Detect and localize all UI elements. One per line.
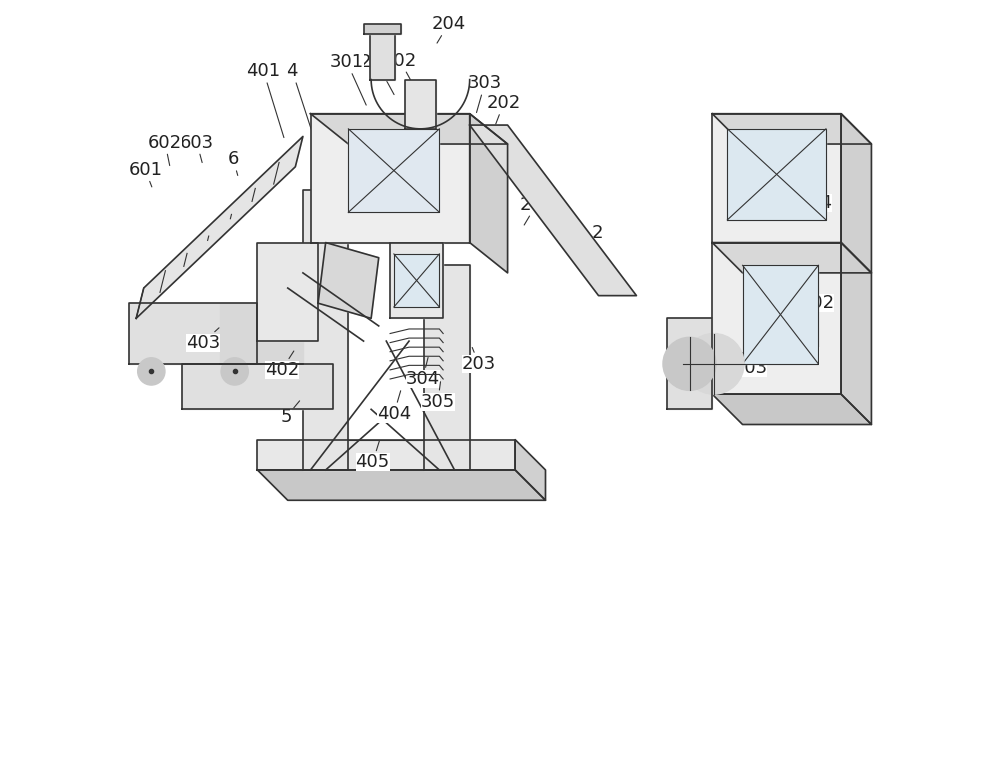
Text: 105: 105 [701,347,735,371]
Text: 602: 602 [148,133,182,165]
Polygon shape [515,440,545,500]
Polygon shape [364,24,401,34]
Polygon shape [318,243,379,318]
Polygon shape [712,243,871,273]
Polygon shape [136,136,303,318]
Text: 102: 102 [800,292,834,312]
Polygon shape [712,114,841,243]
Polygon shape [310,114,508,144]
Polygon shape [257,243,318,341]
Polygon shape [405,80,436,129]
Circle shape [138,358,165,385]
Text: 204: 204 [431,15,466,43]
Text: 104: 104 [798,194,832,212]
Text: 301: 301 [330,53,366,105]
Text: 302: 302 [383,52,417,89]
Polygon shape [370,30,395,80]
Text: 404: 404 [377,391,411,423]
Polygon shape [667,318,712,409]
Text: 6: 6 [227,150,239,175]
Polygon shape [303,190,348,470]
Text: 405: 405 [356,440,390,471]
Polygon shape [220,303,303,364]
Circle shape [663,337,716,390]
Text: 2: 2 [584,224,603,252]
Text: 403: 403 [186,327,220,352]
Text: 202: 202 [487,94,521,130]
Text: 103: 103 [733,352,767,377]
Text: 101: 101 [786,343,820,365]
Polygon shape [390,243,443,318]
Text: 203: 203 [462,347,496,373]
Polygon shape [841,114,871,273]
Polygon shape [470,125,636,296]
Polygon shape [182,364,333,409]
Polygon shape [743,265,818,364]
Polygon shape [394,254,439,307]
Polygon shape [424,265,470,470]
Polygon shape [727,129,826,220]
Polygon shape [712,394,871,424]
Polygon shape [712,243,841,394]
Polygon shape [841,243,871,424]
Text: 303: 303 [468,74,502,112]
Polygon shape [129,303,257,364]
Text: 402: 402 [265,351,299,379]
Text: 201: 201 [519,196,553,225]
Text: 401: 401 [246,62,284,137]
Text: 601: 601 [128,161,162,187]
Text: 205: 205 [359,53,394,95]
Polygon shape [712,114,871,144]
Text: 304: 304 [406,358,440,388]
Polygon shape [470,114,508,273]
Polygon shape [257,440,515,470]
Text: 305: 305 [421,382,455,411]
Polygon shape [257,470,545,500]
Circle shape [221,358,248,385]
Polygon shape [348,129,439,212]
Text: 603: 603 [180,133,214,162]
Polygon shape [310,114,470,243]
Circle shape [683,334,744,394]
Text: 5: 5 [280,401,300,426]
Text: 1: 1 [776,302,788,324]
Text: 4: 4 [287,62,313,134]
